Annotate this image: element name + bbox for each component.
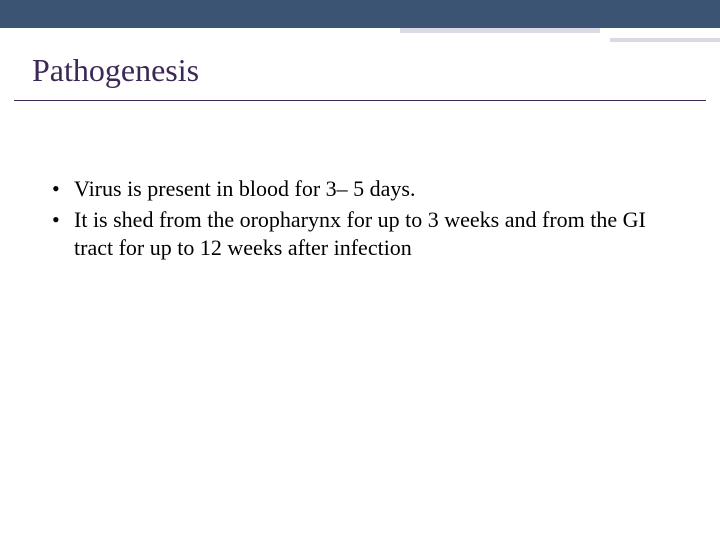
bullet-item: It is shed from the oropharynx for up to… — [52, 206, 680, 263]
title-underline — [14, 100, 706, 101]
accent-line-1 — [400, 28, 600, 33]
accent-line-2 — [610, 38, 720, 42]
top-bar — [0, 0, 720, 28]
slide-title: Pathogenesis — [32, 52, 199, 89]
slide-content: Virus is present in blood for 3– 5 days.… — [52, 175, 680, 265]
bullet-item: Virus is present in blood for 3– 5 days. — [52, 175, 680, 204]
bullet-list: Virus is present in blood for 3– 5 days.… — [52, 175, 680, 263]
